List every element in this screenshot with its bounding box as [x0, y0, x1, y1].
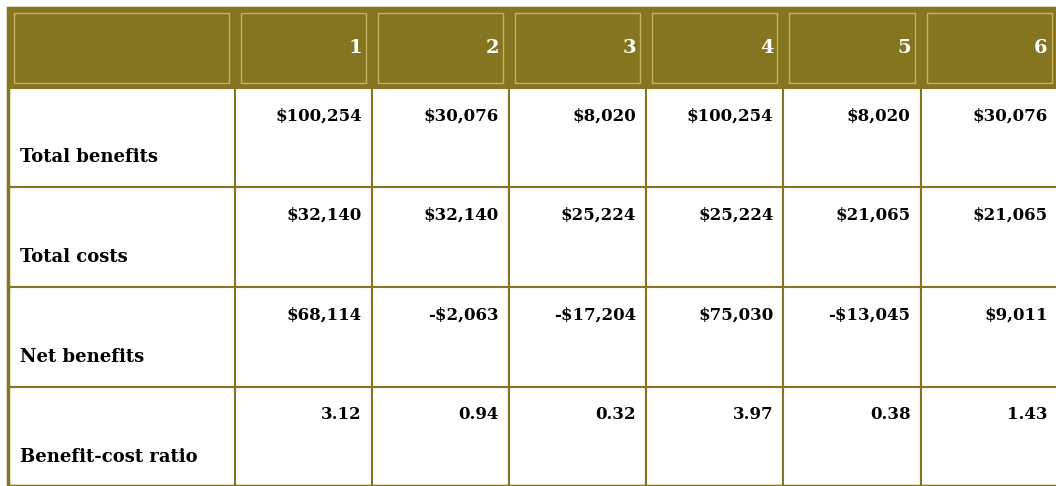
Text: Benefit-cost ratio: Benefit-cost ratio	[20, 448, 197, 466]
Bar	[234, 287, 372, 387]
Text: 1: 1	[348, 39, 362, 57]
Bar	[8, 188, 234, 287]
Bar	[646, 87, 784, 188]
Bar	[789, 13, 914, 83]
Bar	[234, 87, 372, 188]
Bar	[8, 287, 234, 387]
Bar	[515, 13, 640, 83]
Bar	[646, 387, 784, 486]
Text: $32,140: $32,140	[423, 207, 499, 224]
Bar	[646, 287, 784, 387]
Text: -$2,063: -$2,063	[429, 307, 499, 324]
Text: 0.38: 0.38	[870, 406, 910, 423]
Bar	[241, 13, 365, 83]
Text: 6: 6	[1034, 39, 1048, 57]
Text: 1.43: 1.43	[1007, 406, 1048, 423]
Bar	[921, 87, 1056, 188]
Text: $75,030: $75,030	[698, 307, 773, 324]
Bar	[372, 8, 509, 87]
Bar	[784, 8, 921, 87]
Text: $100,254: $100,254	[276, 107, 362, 124]
Text: 3.97: 3.97	[733, 406, 773, 423]
Text: 3: 3	[623, 39, 637, 57]
Bar	[926, 13, 1052, 83]
Text: $21,065: $21,065	[835, 207, 910, 224]
Text: 0.32: 0.32	[596, 406, 637, 423]
Text: $30,076: $30,076	[973, 107, 1048, 124]
Bar	[372, 87, 509, 188]
Bar	[509, 87, 646, 188]
Bar	[8, 87, 234, 188]
Text: $25,224: $25,224	[561, 207, 637, 224]
Text: $21,065: $21,065	[973, 207, 1048, 224]
Text: -$13,045: -$13,045	[829, 307, 910, 324]
Bar	[8, 387, 234, 486]
Bar	[234, 387, 372, 486]
Text: 4: 4	[760, 39, 773, 57]
Bar	[372, 287, 509, 387]
Bar	[646, 188, 784, 287]
Bar	[372, 387, 509, 486]
Text: $30,076: $30,076	[423, 107, 499, 124]
Bar	[921, 287, 1056, 387]
Bar	[921, 387, 1056, 486]
Bar	[784, 87, 921, 188]
Bar	[784, 387, 921, 486]
Bar	[509, 8, 646, 87]
Bar	[234, 188, 372, 287]
Bar	[14, 13, 229, 83]
Bar	[653, 13, 777, 83]
Text: -$17,204: -$17,204	[554, 307, 637, 324]
Text: $100,254: $100,254	[686, 107, 773, 124]
Text: $8,020: $8,020	[847, 107, 910, 124]
Text: 3.12: 3.12	[321, 406, 362, 423]
Text: 2: 2	[486, 39, 499, 57]
Bar	[509, 188, 646, 287]
Text: $32,140: $32,140	[286, 207, 362, 224]
Text: $25,224: $25,224	[698, 207, 773, 224]
Text: $9,011: $9,011	[984, 307, 1048, 324]
Text: Total benefits: Total benefits	[20, 149, 158, 167]
Bar	[8, 8, 234, 87]
Bar	[378, 13, 503, 83]
Bar	[646, 8, 784, 87]
Text: Net benefits: Net benefits	[20, 348, 144, 366]
Bar	[784, 188, 921, 287]
Bar	[784, 287, 921, 387]
Bar	[509, 287, 646, 387]
Bar	[509, 387, 646, 486]
Bar	[921, 188, 1056, 287]
Text: 5: 5	[897, 39, 910, 57]
Text: $68,114: $68,114	[287, 307, 362, 324]
Bar	[921, 8, 1056, 87]
Text: $8,020: $8,020	[572, 107, 637, 124]
Bar	[234, 8, 372, 87]
Bar	[372, 188, 509, 287]
Text: Total costs: Total costs	[20, 248, 128, 266]
Text: 0.94: 0.94	[458, 406, 499, 423]
